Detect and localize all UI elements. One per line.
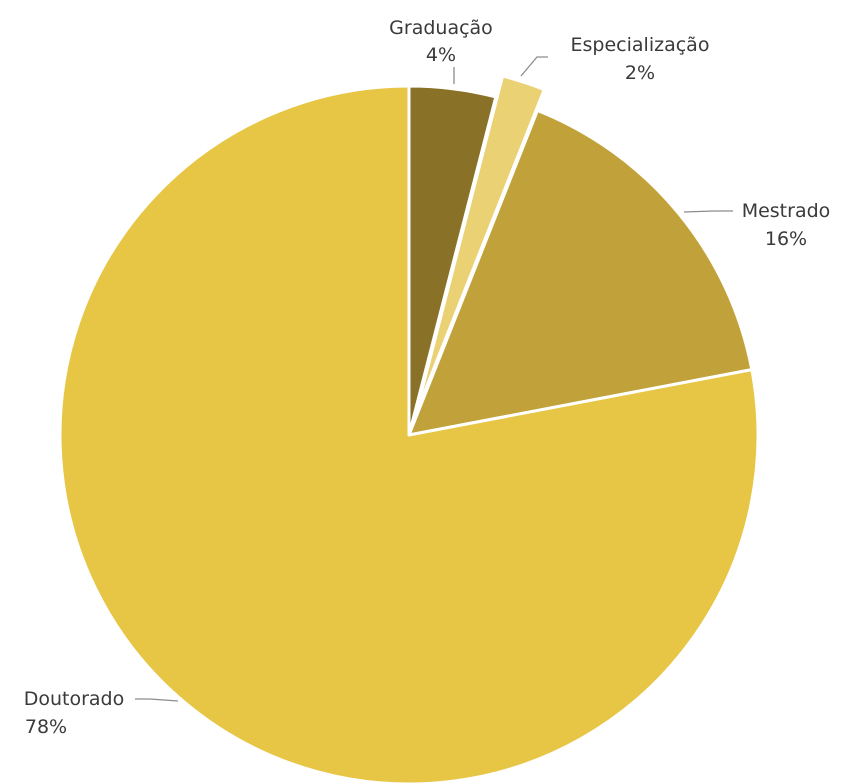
- leader-line-doutorado: [135, 698, 179, 702]
- leader-lines: [135, 56, 733, 702]
- pie-slice-mestrado: [407, 109, 754, 437]
- label-especializacao-name: Especialização: [571, 34, 710, 56]
- label-mestrado-name: Mestrado: [742, 200, 831, 222]
- leader-line-especializacao: [520, 56, 548, 77]
- label-mestrado-value: 16%: [765, 228, 807, 250]
- label-graduacao-name: Graduação: [389, 17, 493, 39]
- pie-slice-doutorado: [58, 84, 760, 784]
- pie-slices: [58, 74, 760, 784]
- leader-line-mestrado: [683, 210, 733, 213]
- label-doutorado-value: 78%: [25, 716, 67, 738]
- label-doutorado-name: Doutorado: [24, 688, 125, 710]
- label-graduacao-value: 4%: [426, 44, 456, 66]
- slice-labels: Graduação 4% Especialização 2% Mestrado …: [24, 17, 831, 738]
- label-especializacao-value: 2%: [625, 62, 655, 84]
- pie-slice-especializacao: [414, 74, 546, 416]
